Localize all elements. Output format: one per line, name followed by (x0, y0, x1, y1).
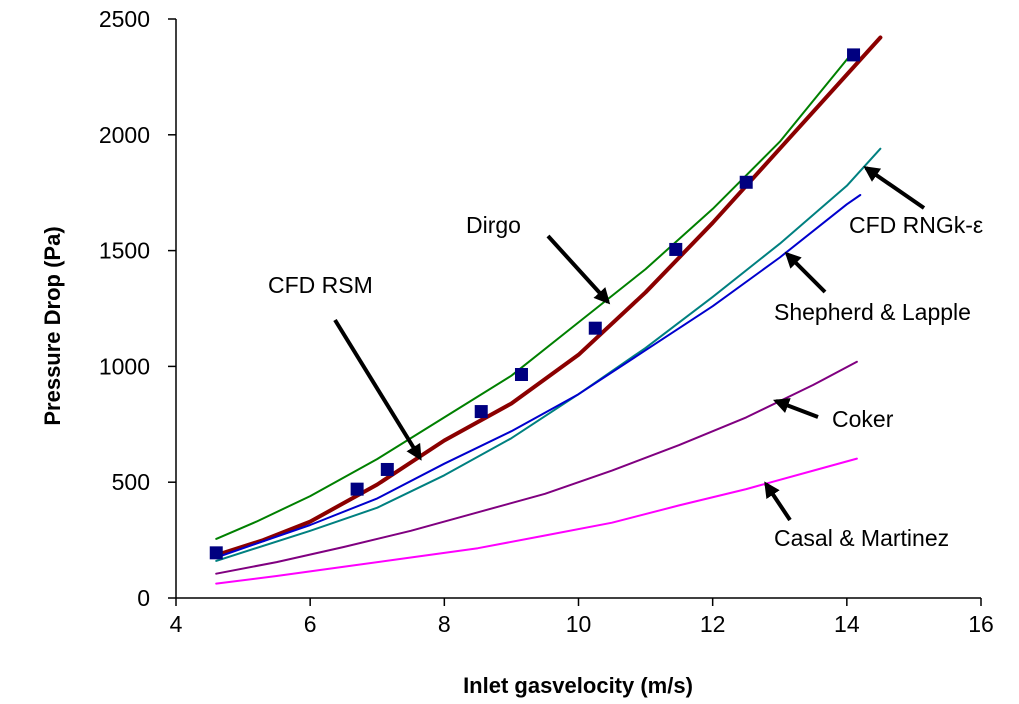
annotation-arrow-dirgo (546, 234, 611, 305)
annotation-shepherd-lapple: Shepherd & Lapple (774, 299, 971, 325)
x-axis-title: Inlet gasvelocity (m/s) (463, 673, 693, 698)
y-tick-label-1500: 1500 (99, 238, 150, 264)
series-line-dirgo (215, 50, 855, 540)
x-tick-label-10: 10 (566, 611, 592, 637)
data-point-experimental-1 (350, 482, 364, 496)
series-line-cfd-rsm (214, 35, 883, 558)
annotation-coker: Coker (832, 406, 894, 432)
y-ticks: 0 500 1000 1500 2000 2500 (99, 6, 176, 611)
series-line-cfd-rngk (215, 147, 882, 562)
x-ticks: 4 6 8 10 12 14 16 (170, 598, 994, 637)
annotation-casal-martinez: Casal & Martinez (774, 525, 949, 551)
annotations: Dirgo CFD RSM CFD RNGk-ε Shepherd & Lapp… (268, 166, 983, 551)
y-tick-label-0: 0 (137, 585, 150, 611)
annotation-arrow-cfd-rsm (333, 318, 422, 461)
data-point-experimental-6 (669, 242, 683, 256)
annotation-arrow-casal-martinez (764, 481, 792, 522)
data-point-experimental-2 (380, 462, 394, 476)
data-point-experimental-3 (474, 405, 488, 419)
data-point-experimental-5 (588, 321, 602, 335)
axes: 4 6 8 10 12 14 16 0 500 1000 1500 2000 2500 (99, 6, 994, 637)
x-tick-label-6: 6 (304, 611, 317, 637)
x-tick-label-14: 14 (834, 611, 860, 637)
data-point-experimental-8 (847, 48, 861, 62)
y-tick-label-2500: 2500 (99, 6, 150, 32)
annotation-arrow-shepherd-lapple (784, 251, 827, 294)
data-point-experimental-0 (209, 546, 223, 560)
y-tick-label-500: 500 (112, 469, 150, 495)
annotation-cfd-rng: CFD RNGk-ε (849, 212, 983, 238)
x-tick-label-4: 4 (170, 611, 183, 637)
x-tick-label-16: 16 (968, 611, 994, 637)
annotation-arrow-coker (773, 398, 819, 419)
annotation-dirgo: Dirgo (466, 212, 521, 238)
annotation-arrow-cfd-rng (863, 166, 926, 210)
annotation-cfd-rsm: CFD RSM (268, 272, 373, 298)
y-tick-label-1000: 1000 (99, 353, 150, 379)
data-point-experimental-4 (514, 368, 528, 382)
x-tick-label-8: 8 (438, 611, 451, 637)
data-point-experimental-7 (739, 175, 753, 189)
series-line-coker (215, 360, 858, 575)
marker-layer (209, 48, 861, 560)
y-axis-title: Pressure Drop (Pa) (40, 226, 65, 425)
series-line-shepherd-lapple (215, 194, 862, 559)
y-tick-label-2000: 2000 (99, 122, 150, 148)
x-tick-label-12: 12 (700, 611, 726, 637)
